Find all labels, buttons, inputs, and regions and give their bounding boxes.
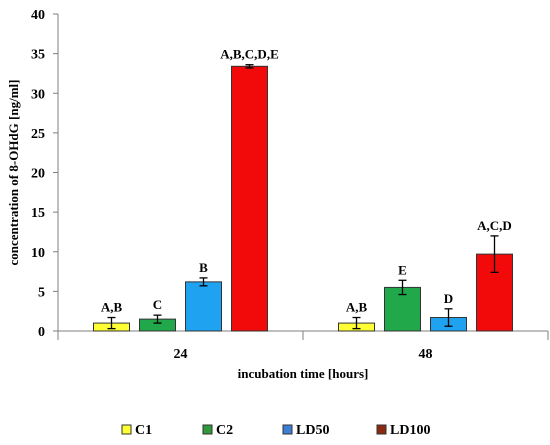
legend-swatch — [121, 424, 132, 435]
bar-label: A,C,D — [477, 218, 512, 233]
y-tick-label: 25 — [31, 127, 45, 142]
legend-label: C1 — [135, 423, 152, 438]
bar-label: D — [444, 291, 453, 306]
y-tick-label: 30 — [31, 87, 45, 102]
y-tick-label: 0 — [38, 325, 45, 340]
legend-swatch — [376, 424, 387, 435]
y-tick-label: 35 — [31, 48, 45, 63]
bar-label: A,B,C,D,E — [220, 47, 279, 62]
bar — [231, 65, 268, 332]
y-tick-label: 40 — [31, 8, 45, 23]
bar-label: A,B — [346, 300, 368, 315]
legend-label: LD50 — [296, 423, 329, 438]
x-tick-label: 48 — [419, 347, 433, 362]
y-axis-title: concentration of 8-OHdG [ng/ml] — [6, 80, 21, 266]
legend-swatch — [282, 424, 293, 435]
y-tick-label: 20 — [31, 167, 45, 182]
bar-label: B — [199, 260, 208, 275]
bar-label: C — [153, 297, 162, 312]
y-tick-label: 15 — [31, 206, 45, 221]
bar-label: E — [398, 262, 407, 277]
legend-label: LD100 — [390, 423, 430, 438]
x-axis: 24 48 — [57, 330, 549, 362]
bar-label: A,B — [101, 300, 123, 315]
y-axis: 0 5 10 15 20 25 30 35 40 — [31, 8, 59, 340]
legend-swatch — [202, 424, 213, 435]
y-tick-label: 5 — [38, 285, 45, 300]
bars: A,B C B A,B,C,D,E A,B E D A,C,D — [93, 47, 513, 332]
legend-label: C2 — [216, 423, 233, 438]
legend: C1 C2 LD50 LD100 — [121, 423, 430, 438]
bar — [185, 281, 222, 332]
x-tick-label: 24 — [174, 347, 188, 362]
y-tick-label: 10 — [31, 246, 45, 261]
x-axis-title: incubation time [hours] — [238, 366, 369, 381]
